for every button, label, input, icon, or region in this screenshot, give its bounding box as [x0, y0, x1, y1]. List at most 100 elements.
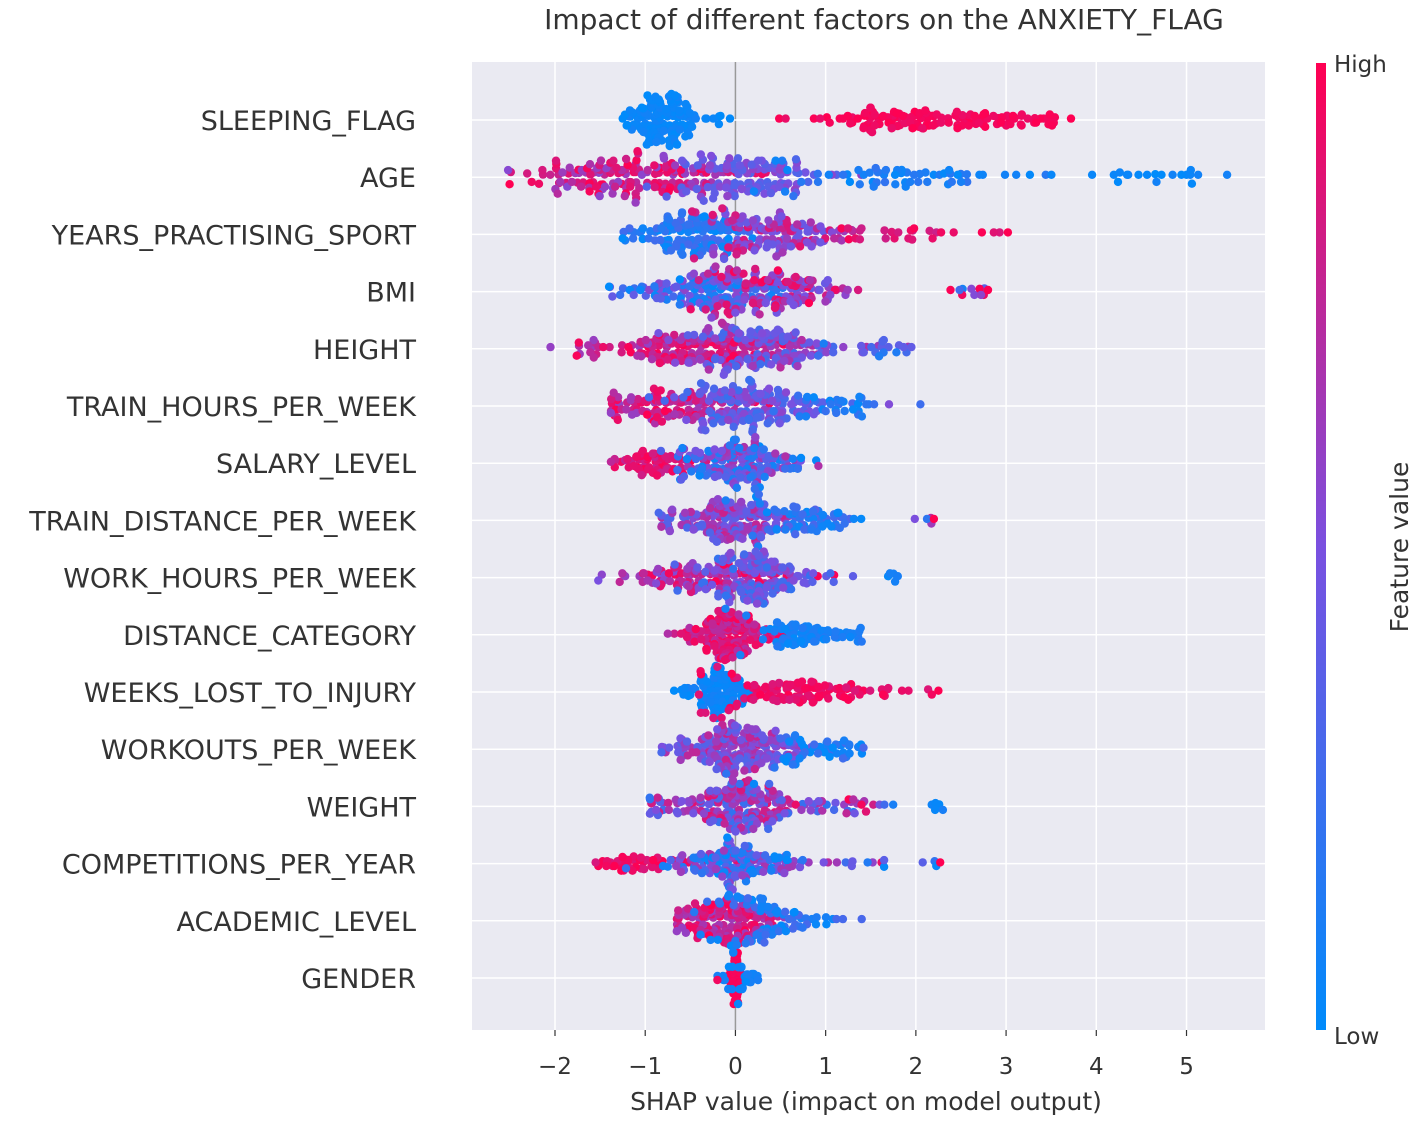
shap-point [756, 533, 766, 542]
shap-point [757, 758, 766, 768]
shap-point [686, 305, 695, 314]
shap-point [707, 580, 717, 589]
shap-point [745, 635, 755, 645]
feature-label-height: HEIGHT [313, 335, 417, 366]
shap-point [762, 243, 771, 252]
shap-point [775, 182, 784, 192]
shap-point [752, 599, 762, 608]
shap-point [632, 156, 641, 165]
shap-point [952, 107, 962, 117]
shap-point [897, 686, 907, 695]
shap-point [678, 443, 687, 453]
shap-point [620, 191, 629, 201]
shap-point [761, 682, 770, 691]
shap-point [800, 525, 809, 534]
shap-point [749, 779, 759, 789]
shap-point [641, 335, 650, 345]
shap-point [697, 635, 706, 644]
shap-point [806, 351, 816, 360]
shap-point [694, 276, 703, 285]
shap-point [857, 800, 866, 809]
feature-label-distance-category: DISTANCE_CATEGORY [123, 621, 416, 652]
shap-point [728, 653, 737, 662]
shap-point [764, 216, 773, 225]
shap-point [932, 110, 941, 119]
shap-point [1017, 121, 1026, 130]
shap-point [840, 406, 849, 416]
shap-point [660, 406, 670, 416]
shap-point [691, 114, 700, 123]
shap-point [780, 507, 789, 516]
shap-point [746, 327, 755, 336]
shap-point [1177, 170, 1186, 179]
shap-point [768, 817, 777, 826]
shap-point [1193, 170, 1203, 179]
shap-point [862, 400, 871, 409]
shap-point [837, 224, 846, 233]
shap-point [857, 224, 866, 233]
shap-point [664, 335, 673, 345]
x-tick-label-2: 0 [728, 1054, 743, 1080]
shap-point [650, 161, 659, 170]
shap-point [809, 637, 819, 646]
shap-point [725, 114, 735, 123]
shap-point [717, 318, 727, 327]
shap-point [617, 341, 627, 350]
shap-point [815, 285, 824, 295]
shap-point [705, 504, 715, 513]
shap-point [808, 698, 817, 707]
shap-point [736, 650, 745, 660]
shap-point [976, 290, 986, 300]
shap-point [865, 168, 874, 177]
feature-points-years-practising-sport [618, 204, 1013, 264]
shap-point [713, 725, 722, 734]
shap-point [770, 763, 779, 772]
shap-point [722, 769, 731, 778]
shap-point [816, 238, 825, 247]
shap-point [711, 262, 720, 271]
shap-point [647, 355, 657, 364]
shap-point [814, 797, 823, 806]
shap-point [701, 471, 711, 480]
feature-points-competitions-per-year [591, 833, 945, 894]
shap-point [754, 490, 763, 499]
feature-label-weight: WEIGHT [307, 792, 417, 823]
shap-point [814, 693, 824, 702]
shap-point [720, 975, 729, 985]
shap-point [770, 505, 779, 514]
shap-point [793, 361, 802, 371]
shap-point [618, 852, 627, 862]
shap-point [767, 360, 776, 369]
shap-point [602, 861, 611, 871]
feature-label-workouts-per-week: WORKOUTS_PER_WEEK [101, 735, 418, 766]
shap-point [834, 508, 843, 517]
shap-point [879, 862, 889, 871]
shap-point [780, 464, 790, 473]
shap-point [795, 412, 804, 421]
shap-point [591, 182, 601, 191]
shap-point [703, 182, 712, 192]
shap-point [751, 547, 760, 556]
feature-points-bmi [604, 262, 993, 322]
shap-point [668, 505, 677, 514]
shap-point [936, 228, 946, 237]
shap-point [823, 276, 832, 285]
shap-point [758, 329, 767, 338]
shap-point [733, 154, 743, 163]
shap-point [857, 412, 867, 421]
shap-point [574, 338, 583, 347]
shap-point [774, 927, 784, 936]
shap-point [586, 348, 595, 357]
shap-point [706, 698, 715, 707]
shap-point [795, 242, 805, 251]
shap-point [814, 461, 823, 471]
shap-point [689, 269, 699, 278]
shap-point [735, 779, 744, 789]
shap-point [707, 313, 716, 322]
shap-point [664, 743, 674, 752]
shap-point [824, 694, 833, 703]
shap-point [618, 114, 627, 123]
shap-point [828, 743, 837, 752]
shap-point [818, 806, 827, 815]
